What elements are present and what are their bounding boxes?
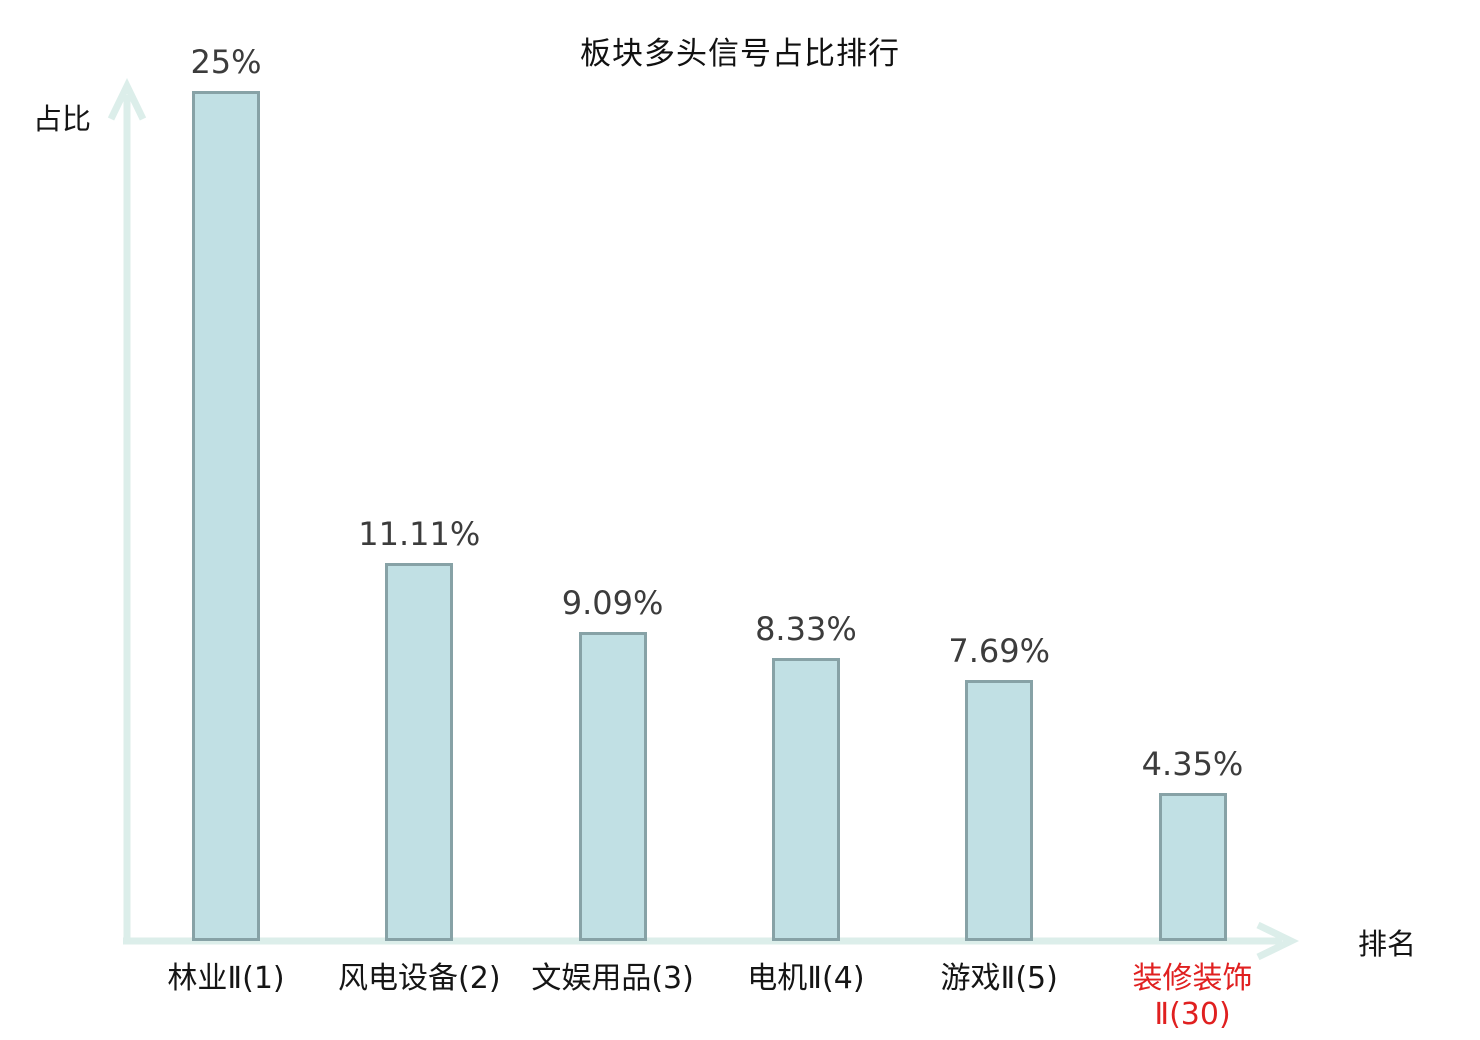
bar-5 <box>965 679 1034 941</box>
value-label-2: 11.11% <box>358 515 481 554</box>
chart-title: 板块多头信号占比排行 <box>580 36 900 72</box>
category-label-1: 林业Ⅱ(1) <box>167 961 285 996</box>
y-axis-label: 占比 <box>33 102 92 136</box>
value-label-5: 7.69% <box>948 631 1051 670</box>
x-axis-arrow-icon <box>1256 921 1300 961</box>
category-label-5: 游戏Ⅱ(5) <box>940 961 1058 996</box>
bar-3 <box>578 631 647 941</box>
category-label-6: 装修装饰 Ⅱ(30) <box>1132 961 1253 1032</box>
x-axis-label: 排名 <box>1358 927 1417 961</box>
category-label-2: 风电设备(2) <box>338 961 501 996</box>
bar-4 <box>771 657 840 941</box>
bar-1 <box>192 91 260 941</box>
category-label-4: 电机Ⅱ(4) <box>747 961 865 996</box>
value-label-6: 4.35% <box>1141 745 1244 784</box>
value-label-1: 25% <box>190 43 262 81</box>
category-label-3: 文娱用品(3) <box>531 961 694 996</box>
y-axis-arrow-icon <box>107 77 147 121</box>
bar-2 <box>385 563 454 941</box>
bar-6 <box>1158 793 1227 941</box>
value-label-3: 9.09% <box>561 583 664 622</box>
value-label-4: 8.33% <box>755 609 857 648</box>
